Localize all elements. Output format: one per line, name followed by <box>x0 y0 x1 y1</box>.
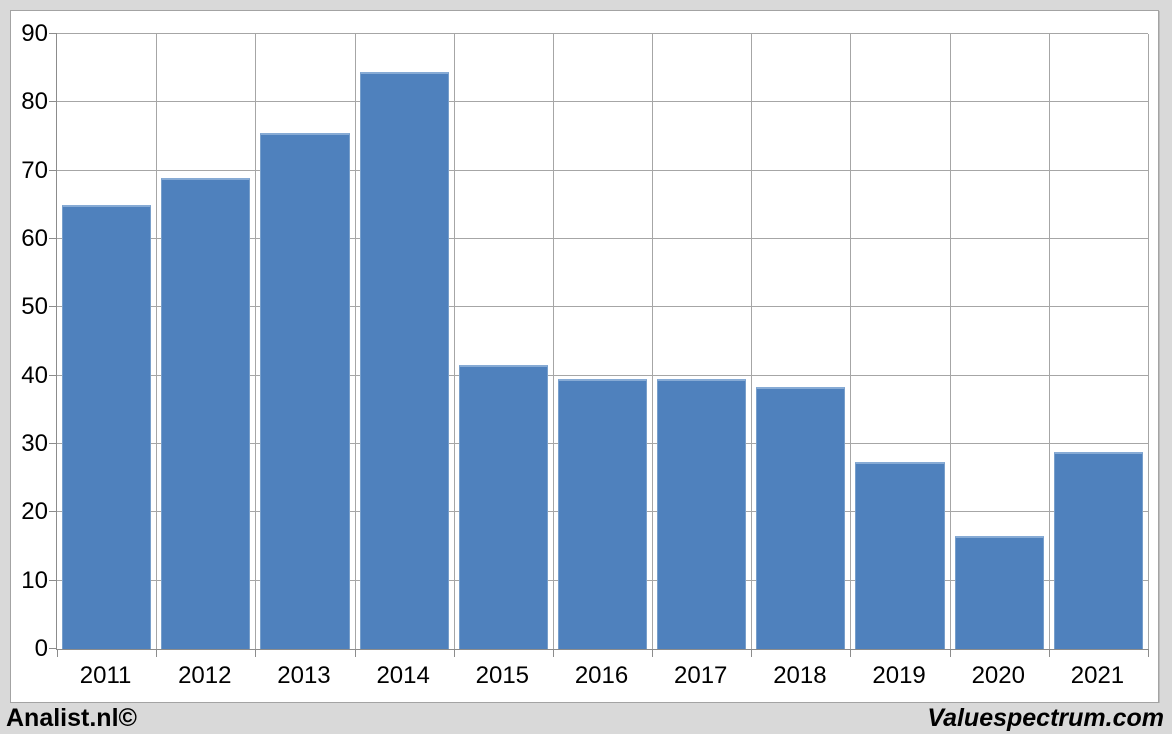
y-tick-label: 50 <box>21 293 48 321</box>
x-axis-tick <box>1048 649 1050 657</box>
gridline-vertical <box>751 34 753 649</box>
y-tick-label: 80 <box>21 88 48 116</box>
footer-brand-analist: Analist.nl© <box>6 704 137 732</box>
x-tick-label: 2012 <box>178 662 232 689</box>
gridline-vertical <box>255 34 257 649</box>
x-axis-tick <box>57 649 58 657</box>
y-axis-tick <box>49 374 57 376</box>
gridline-horizontal <box>57 33 1148 34</box>
bar-2020 <box>954 536 1044 649</box>
y-tick-label: 90 <box>21 20 48 47</box>
gridline-vertical <box>552 34 554 649</box>
bar-2016 <box>557 379 648 649</box>
y-axis-tick <box>49 238 57 239</box>
x-axis-tick <box>850 649 852 657</box>
bar-2011 <box>61 204 152 649</box>
y-axis-tick <box>49 101 57 103</box>
bar-2017 <box>657 379 747 649</box>
bar-2012 <box>161 177 251 649</box>
y-axis-tick <box>49 511 57 513</box>
y-tick-label: 70 <box>21 156 48 184</box>
y-tick-label: 20 <box>21 498 48 526</box>
gridline-vertical <box>156 34 158 649</box>
x-axis-tick <box>949 649 951 657</box>
y-tick-label: 10 <box>21 566 48 594</box>
footer-brand-valuespectrum: Valuespectrum.com <box>927 704 1164 732</box>
y-axis-labels: 0 10 20 30 40 50 60 70 80 90 <box>11 22 48 661</box>
bar-2014 <box>359 71 449 649</box>
footer-bar: Analist.nl© Valuespectrum.com <box>0 703 1172 734</box>
gridline-horizontal <box>57 169 1148 171</box>
chart-panel: 0 10 20 30 40 50 60 70 80 90 2011 2012 2013 2014 2015… <box>10 10 1159 703</box>
x-tick-label: 2018 <box>773 662 827 689</box>
x-tick-label: 2017 <box>674 662 728 689</box>
y-tick-label: 0 <box>34 635 48 662</box>
x-axis-tick <box>652 649 654 657</box>
gridline-horizontal <box>57 238 1148 239</box>
y-tick-label: 40 <box>21 361 48 389</box>
x-axis-labels: 2011 2012 2013 2014 2015 2016 2017 2018 2019 2020… <box>56 661 1147 691</box>
gridline-vertical <box>1048 34 1050 649</box>
gridline-vertical <box>1148 34 1149 649</box>
y-axis-tick <box>49 33 57 34</box>
x-tick-label: 2019 <box>872 662 926 689</box>
x-tick-label: 2015 <box>475 662 530 689</box>
y-axis-tick <box>49 579 57 581</box>
bar-2018 <box>756 386 846 649</box>
gridline-vertical <box>949 34 951 649</box>
x-axis-tick <box>453 649 455 657</box>
plot-area <box>49 33 1149 657</box>
y-axis-tick <box>49 648 57 649</box>
bar-2015 <box>458 365 548 649</box>
y-tick-label: 30 <box>21 430 48 457</box>
x-tick-label: 2014 <box>376 662 430 689</box>
bar-2013 <box>260 133 350 649</box>
x-axis-tick <box>751 649 753 657</box>
gridline-horizontal <box>57 306 1148 308</box>
gridline-vertical <box>354 34 356 649</box>
gridline-vertical <box>453 34 455 649</box>
x-axis-tick <box>1148 649 1149 657</box>
x-tick-label: 2021 <box>1070 662 1125 689</box>
x-tick-label: 2020 <box>971 662 1025 689</box>
x-tick-label: 2013 <box>277 662 331 689</box>
x-axis-tick <box>255 649 257 657</box>
gridline-vertical <box>850 34 852 649</box>
y-axis-tick <box>49 169 57 171</box>
y-axis-tick <box>49 443 57 444</box>
x-tick-label: 2011 <box>79 662 132 689</box>
y-axis-tick <box>49 306 57 308</box>
x-axis-tick <box>156 649 158 657</box>
x-axis-tick <box>552 649 554 657</box>
gridline-horizontal <box>57 101 1148 103</box>
bar-2021 <box>1053 452 1144 649</box>
x-axis-tick <box>354 649 356 657</box>
y-tick-label: 60 <box>21 225 48 252</box>
x-tick-label: 2016 <box>574 662 629 689</box>
bar-2019 <box>855 461 945 649</box>
gridline-horizontal <box>57 374 1148 376</box>
gridline-vertical <box>652 34 654 649</box>
